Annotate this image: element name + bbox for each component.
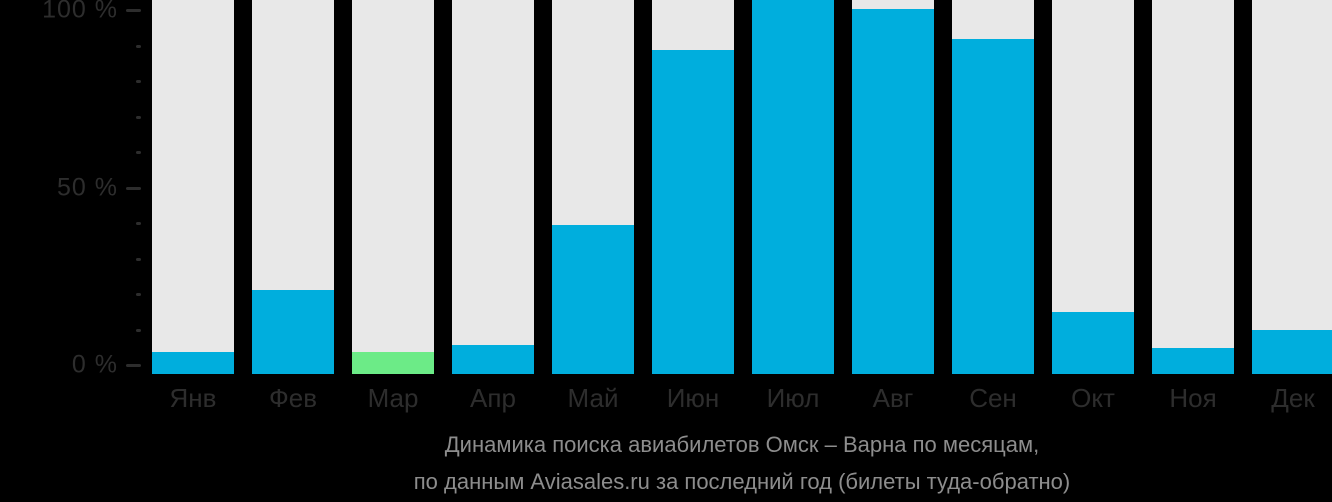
bar-column-feb (252, 0, 334, 374)
bar-column-dec (1252, 0, 1332, 374)
x-label-oct: Окт (1071, 383, 1115, 413)
chart-title-line-1: Динамика поиска авиабилетов Омск – Варна… (444, 432, 1040, 457)
y-tick-mark-70 (136, 115, 141, 119)
bar-column-aug (852, 0, 934, 374)
x-axis: Янв Фев Мар Апр Май Июн Июл Авг Сен Окт Ноя Дек (152, 374, 1332, 422)
bar-column-jan (152, 0, 234, 374)
bar-column-may (552, 0, 634, 374)
plot-area (152, 0, 1332, 374)
y-tick-label-100: 100 % (42, 0, 118, 24)
x-label-apr: Апр (470, 383, 516, 413)
x-label-mar: Мар (367, 383, 419, 413)
bar-column-sep (952, 0, 1034, 374)
bar-fill-sep (952, 39, 1034, 374)
bar-fill-feb (252, 290, 334, 374)
y-tick-mark-10 (136, 328, 141, 332)
bar-fill-apr (452, 345, 534, 374)
bar-fill-nov (1152, 348, 1234, 374)
x-label-sep: Сен (969, 383, 1017, 413)
y-tick-mark-50 (126, 186, 141, 190)
y-tick-mark-60 (136, 151, 141, 154)
y-tick-mark-40 (136, 222, 141, 225)
bar-fill-oct (1052, 312, 1134, 374)
bar-fill-jul (752, 0, 834, 374)
y-tick-mark-0 (126, 364, 141, 367)
y-tick-label-50: 50 % (57, 173, 118, 201)
bar-column-apr (452, 0, 534, 374)
bar-column-mar (352, 0, 434, 374)
bar-column-jun (652, 0, 734, 374)
x-label-nov: Ноя (1169, 383, 1217, 413)
x-label-jul: Июл (766, 383, 820, 413)
bar-column-oct (1052, 0, 1134, 374)
y-axis: 0 % 50 % 100 % (0, 0, 152, 379)
y-tick-mark-20 (136, 293, 141, 296)
y-tick-mark-100 (126, 9, 141, 12)
bar-fill-mar (352, 352, 434, 374)
x-label-dec: Дек (1271, 383, 1315, 413)
x-label-jan: Янв (169, 383, 217, 413)
bar-fill-may (552, 225, 634, 374)
bar-column-jul (752, 0, 834, 374)
x-label-aug: Авг (872, 383, 914, 413)
bar-column-nov (1152, 0, 1234, 374)
bar-fill-jan (152, 352, 234, 374)
y-tick-mark-80 (136, 80, 141, 83)
x-label-jun: Июн (666, 383, 720, 413)
y-tick-label-0: 0 % (71, 350, 118, 379)
x-label-feb: Фев (268, 383, 318, 413)
chart-title-line-2: по данным Aviasales.ru за последний год … (413, 469, 1071, 494)
y-tick-mark-90 (136, 44, 141, 48)
bar-fill-jun (652, 50, 734, 374)
chart-title: Динамика поиска авиабилетов Омск – Варна… (152, 426, 1332, 500)
x-label-may: Май (567, 383, 619, 413)
bar-fill-aug (852, 9, 934, 374)
y-tick-mark-30 (136, 257, 141, 261)
bar-fill-dec (1252, 330, 1332, 374)
